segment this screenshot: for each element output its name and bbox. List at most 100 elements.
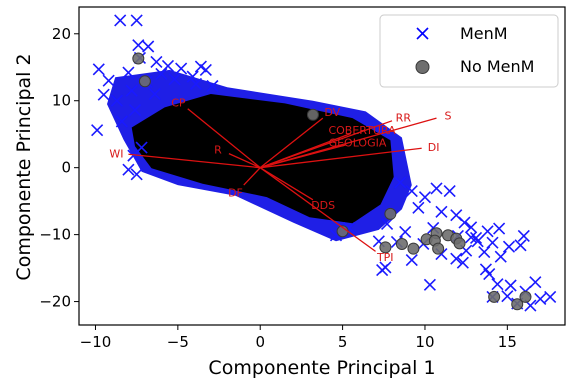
loading-vector [187, 108, 261, 169]
menm-point [430, 182, 443, 195]
no-menm-series [132, 52, 532, 311]
legend[interactable]: MenM No MenM [379, 14, 559, 88]
loading-vector-label: R [214, 144, 222, 157]
menm-point [97, 88, 110, 101]
menm-point [504, 279, 517, 292]
no-menm-point [306, 108, 319, 121]
menm-point [517, 229, 530, 243]
menm-point [155, 67, 168, 81]
menm-point [486, 236, 499, 249]
menm-point [458, 216, 471, 229]
no-menm-point [384, 207, 397, 220]
menm-point [399, 225, 412, 239]
menm-point [175, 62, 188, 75]
no-menm-point [407, 242, 420, 255]
menm-point [127, 149, 140, 162]
menm-point [122, 163, 135, 176]
y-tick-label: 20 [52, 25, 71, 43]
y-tick-label: 10 [52, 92, 71, 110]
x-axis-label: Componente Principal 1 [208, 357, 435, 379]
menm-point [483, 268, 496, 281]
menm-point [130, 168, 143, 181]
loading-vector-label: COBERTURA [328, 124, 396, 137]
loading-vector-label: DI [428, 141, 440, 154]
y-axis: 20 10 0 −10 −20 [39, 25, 79, 311]
menm-point [529, 276, 542, 289]
menm-point [435, 205, 448, 218]
menm-point [128, 104, 142, 117]
no-menm-point [138, 75, 151, 88]
loading-vector [260, 147, 422, 169]
no-menm-point [519, 290, 532, 303]
x-tick-label: −5 [167, 333, 189, 351]
menm-point [423, 278, 436, 291]
loading-vector-label: DDS [311, 199, 335, 212]
loading-vector-label: S [445, 109, 452, 122]
no-menm-point [132, 52, 145, 65]
loading-vector [260, 144, 347, 169]
loading-vector [259, 117, 324, 169]
loading-vector-label: TPI [376, 251, 394, 264]
no-menm-point [379, 241, 392, 254]
loading-vector [259, 167, 376, 252]
menm-point [110, 94, 123, 107]
y-tick-label: −20 [39, 293, 71, 311]
y-tick-label: −10 [39, 226, 71, 244]
loading-vector [259, 132, 352, 169]
menm-point [405, 253, 418, 267]
no-menm-point [432, 242, 445, 255]
menm-point [148, 87, 161, 101]
menm-point [132, 39, 145, 52]
loading-vector-label: CP [171, 96, 186, 109]
loading-vector [243, 167, 261, 186]
menm-point [450, 252, 463, 265]
x-tick-label: 15 [498, 333, 517, 351]
menm-point [206, 79, 219, 93]
menm-point [534, 292, 547, 305]
x-tick-label: 10 [415, 333, 434, 351]
menm-point [469, 231, 483, 245]
menm-point [514, 239, 527, 252]
menm-point [471, 235, 484, 248]
menm-point [544, 290, 557, 303]
menm-point [443, 185, 456, 198]
menm-point [478, 245, 491, 259]
menm-point [199, 63, 212, 76]
x-tick-label: 5 [338, 333, 348, 351]
x-axis: −10 −5 0 5 10 15 [80, 325, 517, 351]
legend-no-menm-label: No MenM [460, 57, 534, 76]
point-cloud-core-fill [131, 94, 394, 224]
menm-point [102, 74, 115, 87]
menm-point [161, 59, 175, 72]
loading-vector-label: GEOLOGIA [329, 136, 387, 149]
menm-point [412, 201, 425, 214]
no-menm-point [511, 298, 524, 311]
no-menm-point [488, 290, 501, 303]
plot-frame [78, 6, 566, 326]
menm-point [465, 231, 478, 244]
menm-point [168, 73, 181, 86]
menm-point [501, 290, 514, 303]
y-axis-label: Componente Principal 2 [13, 53, 35, 280]
loading-vector-label: RR [396, 111, 412, 124]
menm-point [114, 14, 127, 27]
no-menm-point [453, 237, 466, 250]
menm-point [92, 63, 105, 76]
loading-vector-label: WI [109, 147, 123, 160]
menm-point [456, 256, 469, 269]
menm-point [186, 70, 199, 83]
x-tick-label: −10 [80, 333, 112, 351]
loading-vector [128, 153, 261, 169]
menm-point [122, 66, 135, 79]
legend-no-menm-marker [415, 60, 430, 74]
loading-vector-label: DF [228, 186, 243, 199]
menm-point [150, 55, 163, 68]
y-tick-label: 0 [61, 159, 71, 177]
menm-point [465, 221, 478, 234]
menm-point [502, 240, 516, 253]
menm-point [494, 250, 507, 263]
no-menm-point [395, 237, 408, 250]
